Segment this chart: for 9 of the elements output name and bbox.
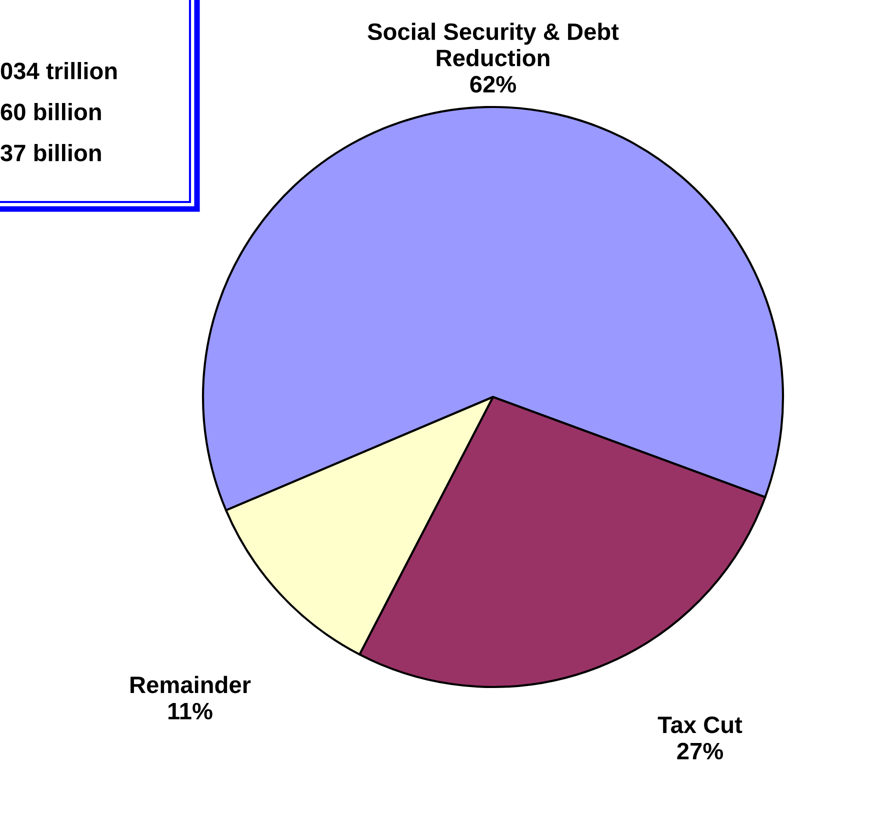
slice-label: Tax Cut (658, 716, 742, 734)
data-label: 11% (168, 702, 212, 720)
text: 37 billion (0, 144, 101, 162)
data-label: 27% (677, 742, 724, 760)
data-label: 62% (470, 76, 516, 93)
text: 60 billion (0, 102, 101, 120)
text: 034 trillion (0, 62, 117, 80)
slice-label: Social Security & Debt Reduction (368, 22, 619, 66)
slice-label: Remainder (130, 676, 251, 694)
